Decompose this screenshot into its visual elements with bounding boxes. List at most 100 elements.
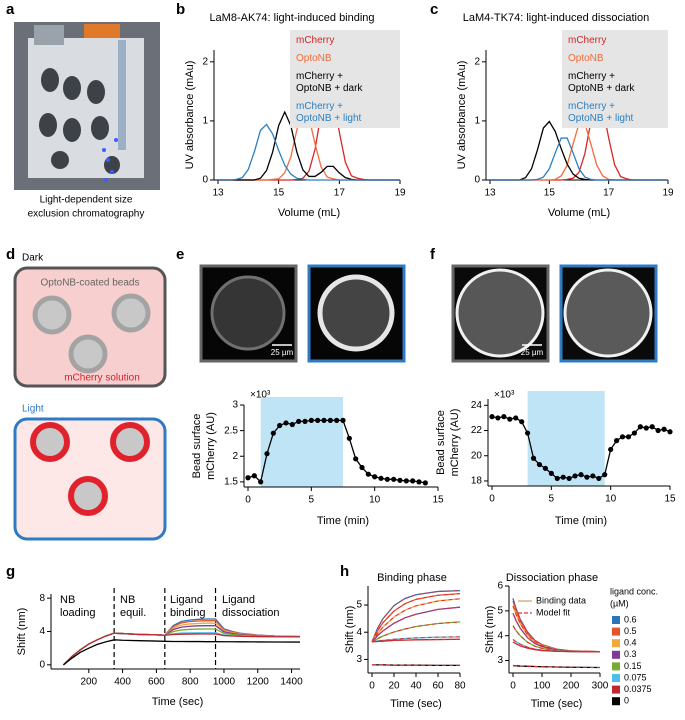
- legend-entry: OptoNB: [296, 53, 332, 64]
- solution-label: mCherry solution: [64, 373, 140, 384]
- annotation: dissociation: [222, 607, 279, 619]
- series-line: [62, 625, 301, 666]
- data-point: [548, 470, 554, 476]
- data-point: [378, 475, 384, 481]
- fit-line: [512, 641, 601, 653]
- x-tick-label: 0: [510, 681, 516, 692]
- data-point: [327, 417, 333, 423]
- x-tick-label: 15: [544, 188, 556, 199]
- y-tick-label: 3: [232, 400, 238, 411]
- legend-swatch: [612, 639, 620, 648]
- y-multiplier: ×10³: [494, 390, 515, 401]
- x-tick-label: 1000: [213, 677, 236, 688]
- legend-entry: mCherry + OptoNB + light: [568, 101, 634, 124]
- fit-line: [371, 606, 461, 643]
- chart-title: LaM8-AK74: light-induced binding: [209, 12, 374, 24]
- legend-label: 0.3: [624, 649, 637, 659]
- x-tick-label: 20: [388, 681, 400, 692]
- x-tick-label: 17: [603, 188, 615, 199]
- data-point: [422, 480, 428, 486]
- data-point: [403, 478, 409, 484]
- data-point: [584, 474, 590, 480]
- legend-entry: OptoNB: [568, 53, 604, 64]
- data-point: [334, 417, 340, 423]
- x-tick-label: 400: [114, 677, 131, 688]
- legend-swatch: [612, 697, 620, 706]
- data-point: [596, 475, 602, 482]
- data-point: [572, 473, 578, 479]
- y-tick-label: 1: [474, 116, 480, 127]
- data-point: [643, 425, 649, 431]
- annotation: binding: [170, 607, 205, 619]
- panel-label: c: [430, 1, 438, 18]
- data-point: [513, 415, 519, 421]
- panel-label: a: [6, 1, 15, 18]
- scale-bar-label: 25 µm: [521, 348, 544, 357]
- legend-label: 0.075: [624, 672, 647, 682]
- legend-label: Binding data: [536, 595, 586, 605]
- data-point: [270, 430, 276, 436]
- y-axis-label: mCherry (AU): [449, 409, 461, 477]
- y-tick-label: 4: [356, 627, 362, 638]
- annotation: equil.: [120, 607, 146, 619]
- data-point: [416, 479, 422, 485]
- data-point: [614, 438, 620, 444]
- legend-label: 0.4: [624, 638, 637, 648]
- data-point: [560, 474, 566, 480]
- x-tick-label: 80: [454, 681, 466, 692]
- legend: mCherry OptoNB mCherry + OptoNB + dark mChe…: [562, 30, 668, 128]
- legend-swatch: [612, 650, 620, 659]
- annotation: Ligand: [170, 594, 203, 606]
- beads: [32, 293, 151, 374]
- y-tick-label: 2: [474, 56, 480, 67]
- y-axis-label: Bead surface: [191, 414, 203, 479]
- data-point: [608, 446, 614, 453]
- data-point: [315, 417, 321, 423]
- data-point: [365, 471, 371, 477]
- photo: [14, 22, 160, 190]
- data-point: [649, 424, 655, 430]
- chart-title: Binding phase: [377, 572, 447, 584]
- x-axis-label: Time (min): [555, 515, 607, 527]
- chart-title: LaM4-TK74: light-induced dissociation: [463, 12, 650, 24]
- legend-box: mCherry OptoNB mCherry + OptoNB + dark mChe…: [562, 30, 668, 128]
- data-point: [519, 419, 525, 425]
- data-point: [384, 476, 390, 482]
- y-axis-label: Shift (nm): [16, 608, 28, 656]
- x-axis-label: Time (sec): [390, 698, 442, 710]
- y-tick-label: 5: [497, 605, 503, 616]
- x-tick-label: 1200: [247, 677, 270, 688]
- y-tick-label: 24: [471, 400, 483, 411]
- annotation: Ligand: [222, 594, 255, 606]
- caption: Light-dependent size: [40, 195, 133, 206]
- y-axis-label: Shift (nm): [344, 606, 356, 654]
- x-tick-label: 15: [664, 494, 676, 505]
- annotation: NB: [120, 594, 135, 606]
- series-line: [372, 664, 460, 667]
- panel-label: d: [6, 246, 15, 263]
- x-tick-label: 13: [212, 188, 224, 199]
- legend-entry: mCherry: [568, 35, 607, 46]
- y-tick-label: 6: [497, 581, 503, 592]
- x-tick-label: 40: [410, 681, 422, 692]
- condition-label: Light: [22, 404, 44, 415]
- panel-label: g: [6, 563, 15, 580]
- y-tick-label: 22: [471, 425, 483, 436]
- data-point: [625, 434, 632, 440]
- legend-label: Model fit: [536, 607, 571, 617]
- data-point: [251, 473, 257, 479]
- data-point: [353, 456, 359, 462]
- y-tick-label: 0: [39, 659, 45, 670]
- chart-title: Dissociation phase: [506, 572, 598, 584]
- y-tick-label: 4: [39, 626, 45, 637]
- scale-bar-label: 25 µm: [271, 348, 294, 357]
- legend-swatch: [612, 662, 620, 671]
- x-axis-label: Time (sec): [152, 696, 204, 708]
- x-tick-label: 200: [80, 677, 97, 688]
- legend-entry: mCherry + OptoNB + dark: [568, 71, 635, 94]
- x-tick-label: 600: [148, 677, 165, 688]
- data-point: [264, 451, 270, 457]
- data-point: [308, 417, 314, 423]
